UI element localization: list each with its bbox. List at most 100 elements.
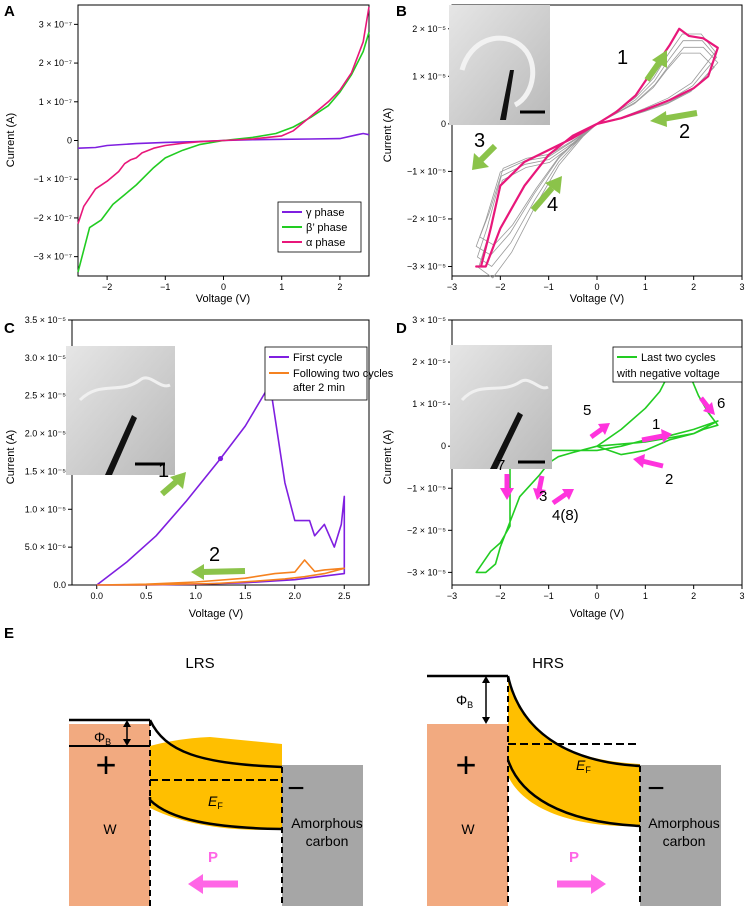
lrs-valence-band [149,799,283,831]
series-c-orange [96,559,346,586]
arrow-d-5-shaft [589,426,604,440]
chart-d-xtick-label: −2 [495,591,505,601]
chart-c-ytick-label: 5.0 × 10⁻⁶ [25,542,67,552]
hrs-minus-sign: − [647,772,665,805]
chart-d-ylabel: Current (A) [382,430,394,484]
chart-b-photo [449,5,550,125]
panel-letter-b: B [396,3,407,20]
lrs-ef-symbol: E [208,793,218,809]
chart-c-ytick-label: 0.0 [53,580,66,590]
arrow-d-5-head [598,423,610,435]
lrs-polarization-label: P [208,849,218,866]
droplet-outline-b [459,35,536,108]
panel-letter-d: D [396,320,407,337]
lrs-metal-label: W [103,821,117,837]
lrs-phi-symbol: Φ [94,729,105,745]
arrow-d-2-head [633,454,645,468]
chart-d-xtick-label: −1 [544,591,554,601]
chart-d-legend: Last two cycles with negative voltage [612,346,743,383]
chart-b-ylabel: Current (A) [382,108,394,162]
chart-b-xtick-label: 1 [643,282,648,292]
step-label-b-4: 4 [547,194,558,216]
chart-c-ytick-label: 1.0 × 10⁻⁵ [25,504,67,514]
arrow-d-3-shaft [536,475,545,492]
chart-c-xlabel: Voltage (V) [189,608,243,620]
lrs-fermi-fill [150,737,282,830]
chart-a-ytick-label: 2 × 10⁻⁷ [39,58,72,68]
hrs-carbon-label-1: Amorphous [648,815,720,831]
chart-d-ytick-label: −2 × 10⁻⁵ [407,525,446,535]
chart-d-ytick-label: 3 × 10⁻⁵ [412,315,446,325]
hrs-phi-arrow-head-down [482,717,490,724]
probe-tip-d [490,412,523,469]
hrs-ef-label: EF [576,757,591,775]
lrs-conduction-band [148,719,283,769]
hrs-phi-subscript: B [467,700,473,710]
chart-a-legend: γ phase β’ phase α phase [277,201,362,253]
series-a-pink [77,6,370,224]
chart-a-xtick-label: 2 [337,282,342,292]
arrow-d-6-shaft [699,396,710,409]
lrs-phi-label: ΦB [94,729,111,747]
band-diagram-hrs: HRS ΦB EF + W − Amorphous carbon P [427,655,721,906]
chart-a-ytick-label: −3 × 10⁻⁷ [33,252,72,262]
arrow-c-1-shaft [160,478,179,497]
hrs-polarization-label: P [569,849,579,866]
step-label-b-3: 3 [474,130,485,152]
chart-d-xtick-label: 1 [643,591,648,601]
arrow-b-4-head [545,176,562,194]
chart-c-xtick-label: 0.0 [90,591,103,601]
chart-d-ytick-label: 1 × 10⁻⁵ [412,399,446,409]
hrs-title: HRS [532,655,564,672]
chart-a-ytick-label: −2 × 10⁻⁷ [33,213,72,223]
step-label-d-5: 5 [583,402,591,419]
film-edge-c [78,376,171,402]
hrs-ef-subscript: F [585,765,591,775]
series-a-green [77,31,370,273]
step-arrows-c [160,472,246,580]
chart-c-ytick-label: 3.0 × 10⁻⁵ [25,353,67,363]
chart-b-xtick-label: 3 [739,282,744,292]
chart-b-ytick-label: −3 × 10⁻⁵ [407,261,446,271]
chart-a-xtick-label: −1 [160,282,170,292]
arrow-d-1-shaft [641,433,664,443]
chart-b-ytick-label: −2 × 10⁻⁵ [407,214,446,224]
photo-inset-c [66,346,175,475]
panel-letter-e: E [4,625,14,642]
legend-label-following-1: Following two cycles [293,368,394,380]
hrs-conduction-band [506,675,641,768]
chart-a-ytick-label: −1 × 10⁻⁷ [33,174,72,184]
chart-d-xtick-label: −3 [447,591,457,601]
lrs-polarization-arrow-head [188,874,203,894]
panel-letter-c: C [4,320,15,337]
chart-b-xtick-label: −2 [495,282,505,292]
chart-d: −3 −2 −1 0 1 2 3 −3 × 10⁻⁵ −2 × 10⁻⁵ −1 × 10⁻⁵ 0 1 … [382,315,745,620]
lrs-carbon-label-2: carbon [306,833,349,849]
probe-tip-c [105,415,137,475]
chart-d-ytick-label: −1 × 10⁻⁵ [407,483,446,493]
arrow-d-6-head [703,402,715,415]
arrow-d-4-head [562,489,574,500]
chart-c-ytick-label: 3.5 × 10⁻⁵ [25,315,67,325]
chart-c-xtick-label: 1.5 [239,591,252,601]
arrow-d-2-shaft [641,458,664,469]
step-label-b-2: 2 [679,121,690,143]
band-diagram-lrs: LRS ΦB EF + W − Amorphous carbon P [69,655,363,906]
hrs-plus-sign: + [455,744,476,785]
step-label-d-4: 4(8) [552,507,579,524]
chart-a-ytick-label: 1 × 10⁻⁷ [39,97,72,107]
step-label-d-3: 3 [539,488,547,505]
legend-label-beta: β’ phase [306,222,347,234]
step-arrows-b [472,50,698,212]
chart-a-xtick-label: −2 [102,282,112,292]
lrs-ef-label: EF [208,793,223,811]
chart-d-xlabel: Voltage (V) [570,608,624,620]
series-c-marker [217,455,224,462]
step-label-d-2: 2 [665,471,673,488]
chart-d-legend-box [612,346,743,383]
chart-d-photo [450,345,552,469]
legend-label-last-two-cycles-1: Last two cycles [641,352,716,364]
lrs-phi-arrow-head-up [123,720,131,727]
hrs-ef-symbol: E [576,757,586,773]
hrs-metal-label: W [461,821,475,837]
